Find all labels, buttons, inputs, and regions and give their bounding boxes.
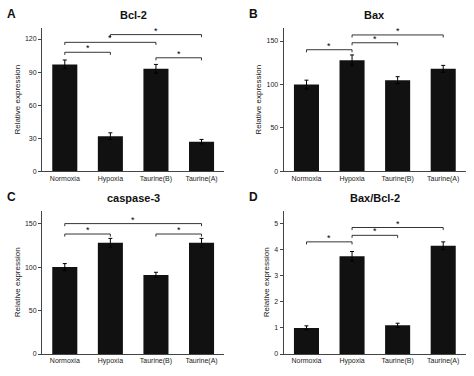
svg-text:*: * [86,43,90,53]
svg-text:Taurine(A): Taurine(A) [185,357,217,365]
svg-text:*: * [177,225,181,235]
svg-text:0: 0 [274,168,278,175]
svg-text:*: * [177,49,181,59]
svg-text:90: 90 [29,69,37,76]
svg-text:Taurine(A): Taurine(A) [427,357,459,365]
svg-text:Normoxia: Normoxia [291,357,321,364]
svg-text:100: 100 [267,81,279,88]
svg-text:0: 0 [33,350,37,357]
svg-text:Bcl-2: Bcl-2 [120,9,147,21]
svg-text:Relative expression: Relative expression [262,247,271,317]
svg-text:*: * [154,26,158,36]
svg-text:Hypoxia: Hypoxia [339,175,364,183]
svg-text:1: 1 [274,324,278,331]
svg-text:Bax/Bcl-2: Bax/Bcl-2 [350,192,400,204]
svg-text:50: 50 [29,307,37,314]
svg-text:caspase-3: caspase-3 [107,192,160,204]
svg-text:100: 100 [25,264,37,271]
svg-text:Relative expression: Relative expression [13,65,22,135]
svg-text:150: 150 [25,220,37,227]
svg-text:Normoxia: Normoxia [50,357,80,364]
svg-text:60: 60 [29,102,37,109]
svg-text:Bax: Bax [364,9,385,21]
svg-text:*: * [131,215,135,225]
svg-text:0: 0 [33,168,37,175]
svg-text:*: * [86,225,90,235]
svg-text:*: * [396,219,400,229]
svg-text:Hypoxia: Hypoxia [339,357,364,365]
svg-text:B: B [249,7,258,21]
svg-text:Hypoxia: Hypoxia [98,175,123,183]
svg-text:Taurine(A): Taurine(A) [427,175,459,183]
svg-text:*: * [327,233,331,243]
svg-text:50: 50 [270,124,278,131]
svg-text:Relative expression: Relative expression [13,247,22,317]
svg-text:C: C [7,190,16,204]
svg-text:30: 30 [29,135,37,142]
svg-text:Taurine(B): Taurine(B) [381,357,413,365]
svg-text:Taurine(B): Taurine(B) [140,357,172,365]
svg-text:*: * [396,26,400,36]
svg-text:120: 120 [25,35,37,42]
svg-text:D: D [249,190,258,204]
svg-text:0: 0 [274,350,278,357]
svg-text:5: 5 [274,220,278,227]
svg-text:Taurine(B): Taurine(B) [381,175,413,183]
svg-text:Normoxia: Normoxia [50,175,80,182]
svg-text:150: 150 [267,37,279,44]
svg-text:*: * [108,33,112,43]
svg-text:*: * [327,41,331,51]
svg-text:*: * [373,226,377,236]
svg-text:Hypoxia: Hypoxia [98,357,123,365]
svg-text:Taurine(A): Taurine(A) [185,175,217,183]
svg-text:2: 2 [274,298,278,305]
svg-text:3: 3 [274,272,278,279]
svg-text:Relative expression: Relative expression [254,65,263,135]
svg-text:Normoxia: Normoxia [291,175,321,182]
svg-text:4: 4 [274,246,278,253]
svg-text:*: * [373,34,377,44]
svg-text:A: A [7,7,16,21]
svg-text:Taurine(B): Taurine(B) [140,175,172,183]
